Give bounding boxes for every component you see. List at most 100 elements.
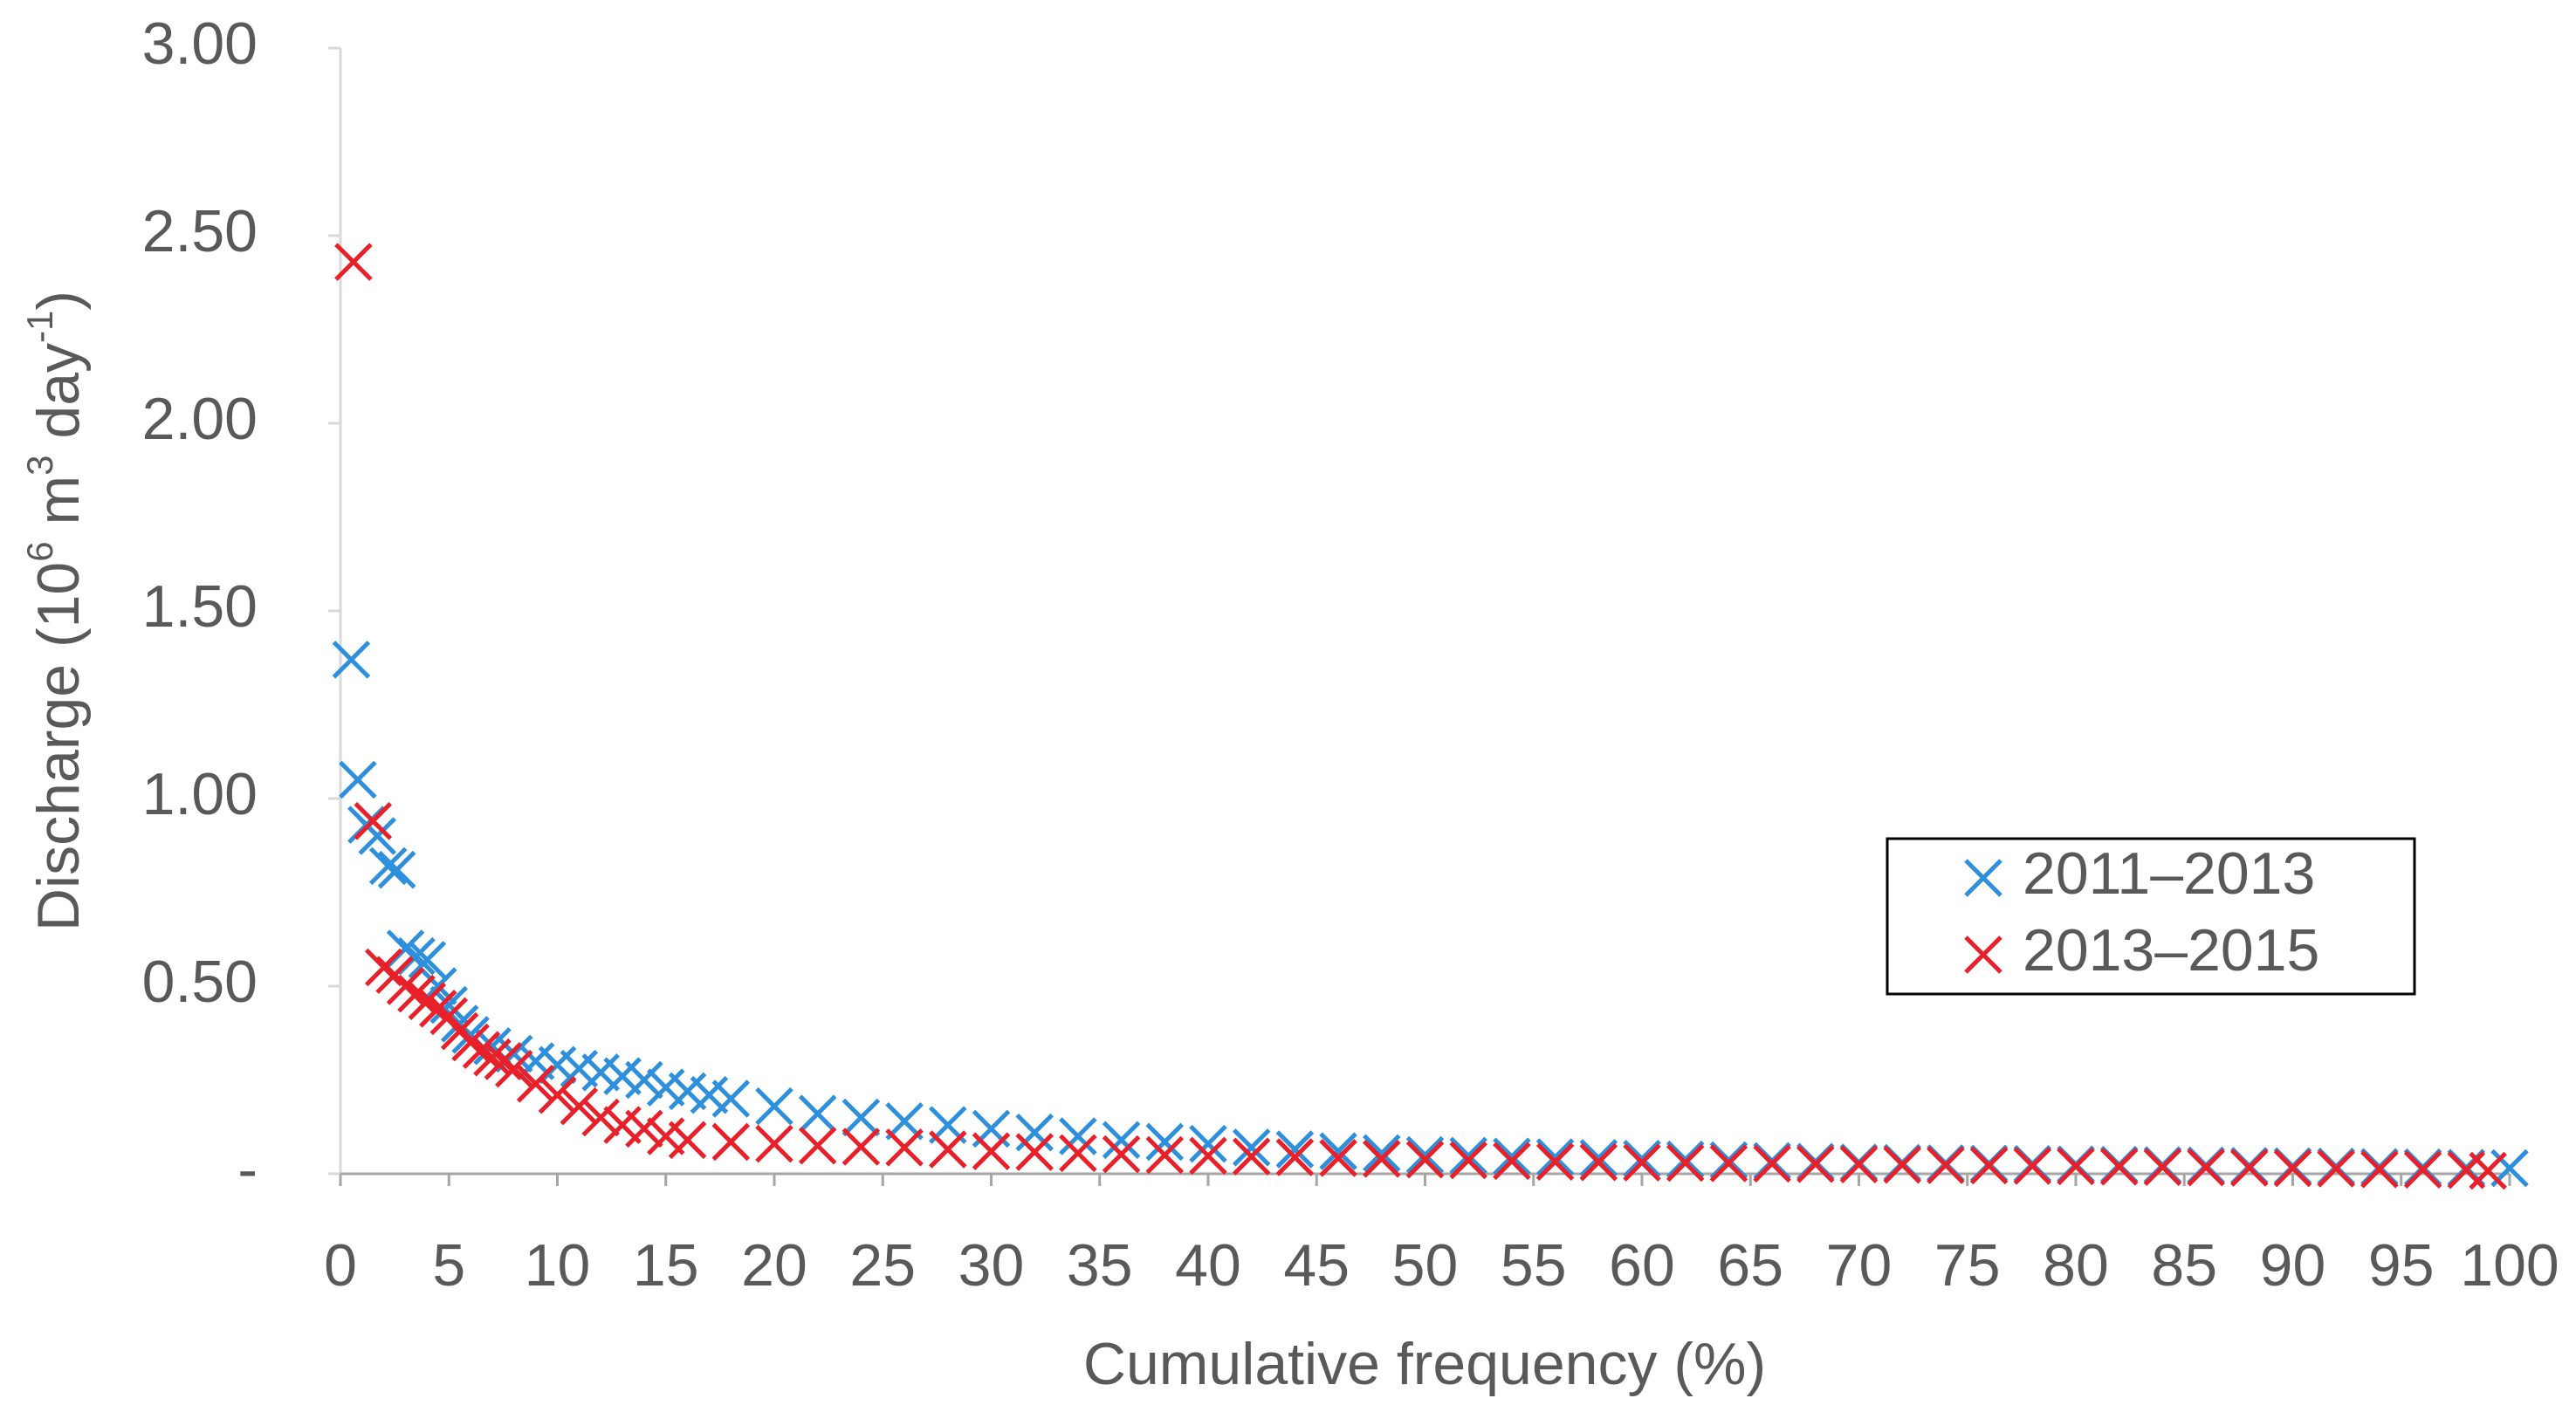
marker	[972, 1132, 1011, 1170]
marker	[377, 850, 416, 889]
marker	[1405, 1135, 1445, 1175]
marker	[668, 1121, 707, 1160]
x-tick-label: 95	[2368, 1232, 2435, 1299]
marker	[1709, 1144, 1748, 1182]
y-tick-label: 1.00	[142, 761, 258, 827]
marker	[1059, 1117, 1097, 1155]
marker	[1102, 1121, 1141, 1160]
marker	[2013, 1147, 2052, 1185]
y-tick-label: 0.50	[142, 949, 258, 1015]
marker	[625, 1109, 663, 1148]
marker	[1493, 1137, 1531, 1176]
marker	[1319, 1132, 1357, 1170]
marker	[1275, 1138, 1315, 1176]
marker	[1405, 1140, 1445, 1179]
marker	[885, 1128, 924, 1167]
marker	[462, 1031, 501, 1069]
marker	[334, 243, 373, 281]
marker	[2403, 1150, 2442, 1189]
marker	[2469, 1151, 2507, 1190]
label-part: )	[25, 291, 92, 311]
marker	[1579, 1139, 1618, 1177]
marker	[711, 1080, 751, 1118]
marker	[2317, 1149, 2355, 1188]
marker	[2230, 1148, 2269, 1187]
x-tick-label: 40	[1175, 1232, 1241, 1299]
marker	[358, 817, 397, 855]
label-part: day	[25, 343, 92, 456]
marker	[495, 1049, 533, 1088]
x-tick-label: 45	[1283, 1232, 1350, 1299]
marker	[386, 967, 425, 1005]
marker	[798, 1126, 837, 1165]
marker	[1753, 1144, 1791, 1183]
marker	[1535, 1138, 1575, 1176]
x-tick-label: 0	[324, 1232, 357, 1299]
x-tick-label: 90	[2260, 1232, 2326, 1299]
marker	[473, 1038, 512, 1077]
marker	[2360, 1150, 2399, 1189]
x-tick-label: 80	[2043, 1232, 2109, 1299]
x-tick-label: 85	[2151, 1232, 2217, 1299]
x-tick-label: 10	[525, 1232, 591, 1299]
marker	[1623, 1143, 1661, 1182]
marker	[2099, 1148, 2139, 1186]
marker	[484, 1042, 523, 1080]
marker	[560, 1087, 599, 1126]
x-tick-label: 5	[432, 1232, 465, 1299]
marker	[408, 982, 447, 1020]
marker	[408, 941, 447, 979]
marker	[1666, 1143, 1705, 1182]
marker	[1449, 1141, 1487, 1180]
marker	[1059, 1134, 1097, 1173]
marker	[2057, 1147, 2095, 1186]
x-tick-label: 70	[1826, 1232, 1893, 1299]
marker	[1232, 1128, 1271, 1167]
marker	[2187, 1148, 2225, 1187]
marker	[1666, 1140, 1705, 1179]
marker	[354, 802, 393, 840]
marker	[1839, 1145, 1879, 1184]
marker	[1015, 1133, 1054, 1171]
x-tick-label: 20	[741, 1232, 807, 1299]
x-tick-label: 65	[1717, 1232, 1783, 1299]
superscript: 6	[19, 541, 60, 561]
marker	[339, 760, 377, 799]
marker	[581, 1098, 620, 1137]
y-tick-label: 2.00	[142, 386, 258, 452]
marker	[2143, 1148, 2182, 1187]
marker	[1145, 1135, 1185, 1175]
y-tick-label: 1.50	[142, 573, 258, 640]
marker	[798, 1094, 837, 1133]
marker	[1927, 1146, 1965, 1184]
marker	[1579, 1142, 1618, 1182]
y-axis-label: Discharge (106 m3 day-1)	[19, 291, 92, 931]
marker	[1363, 1140, 1401, 1178]
marker	[332, 641, 371, 679]
marker	[538, 1075, 577, 1114]
marker	[711, 1122, 751, 1162]
x-tick-label: 15	[633, 1232, 699, 1299]
marker	[1883, 1145, 1921, 1184]
legend-label: 2011–2013	[2023, 840, 2315, 907]
x-tick-label: 30	[958, 1232, 1025, 1299]
legend-marker	[1964, 936, 2002, 974]
marker	[1363, 1134, 1401, 1173]
marker	[1319, 1139, 1357, 1177]
y-tick-label: 3.00	[142, 10, 258, 77]
label-part: m	[25, 476, 92, 542]
legend-marker	[1964, 859, 2002, 897]
marker	[1535, 1142, 1575, 1182]
marker	[1145, 1122, 1185, 1162]
legend-box	[1886, 837, 2416, 996]
marker	[1189, 1136, 1227, 1176]
marker	[755, 1124, 793, 1163]
marker	[841, 1098, 881, 1137]
marker	[1232, 1137, 1271, 1176]
x-tick-label: 35	[1067, 1232, 1133, 1299]
x-tick-label: 100	[2460, 1232, 2559, 1299]
y-tick-label: -	[237, 1136, 258, 1203]
marker	[451, 1023, 490, 1062]
x-tick-label: 60	[1609, 1232, 1675, 1299]
